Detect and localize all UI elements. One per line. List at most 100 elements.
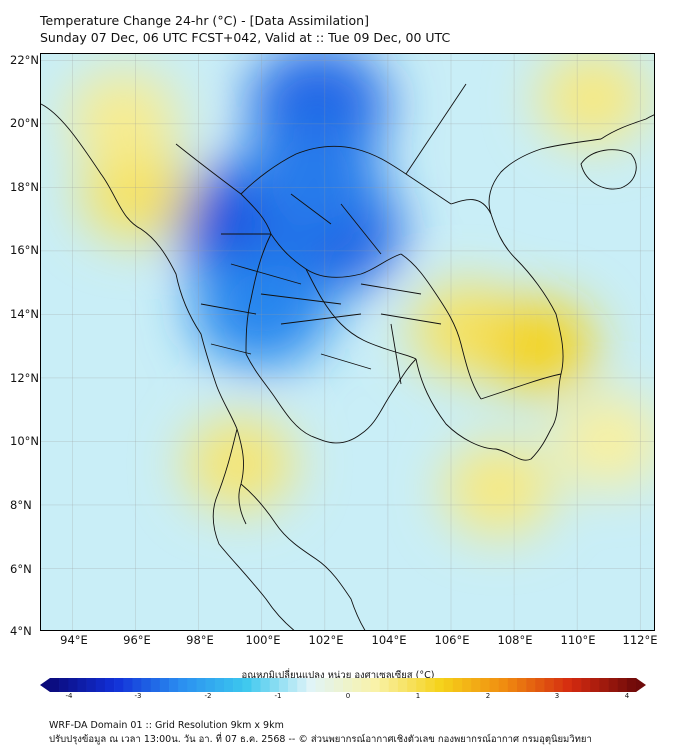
colorbar-tick: 1 [415,692,421,700]
colorbar-cell [68,678,78,692]
colorbar-cell [251,678,261,692]
colorbar-cell [507,678,518,692]
colorbar-cell [315,678,325,692]
field-anomaly [242,121,383,241]
colorbar-cell [599,678,609,692]
temperature-field [68,54,654,536]
lon-label-100: 100°E [245,633,281,647]
lat-label-10: 10°N [10,434,39,448]
colorbar-cell [498,678,509,692]
field-anomaly [443,442,554,536]
lat-label-18: 18°N [10,180,39,194]
colorbar-cell [77,678,87,692]
lat-label-8: 8°N [10,498,32,512]
colorbar-cell [516,678,527,692]
footer-line-1: WRF-DA Domain 01 :: Grid Resolution 9km … [49,720,284,731]
colorbar-tick: 3 [554,692,560,700]
lat-label-22: 22°N [10,53,39,67]
colorbar-cell [324,678,335,692]
colorbar-cell [288,678,298,692]
colorbar-cell [352,678,362,692]
colorbar-cell [95,678,106,692]
lon-label-102: 102°E [308,633,344,647]
colorbar-cell [306,678,316,692]
map-panel [40,53,655,631]
colorbar-cell [343,678,353,692]
colorbar-cell [214,678,225,692]
colorbar-tick: -4 [65,692,73,700]
colorbar-cell [205,678,216,692]
footer-line-2: ปรับปรุงข้อมูล ณ เวลา 13:00น. วัน อา. ที… [49,734,592,745]
colorbar-cell [333,678,344,692]
colorbar-cell [233,678,243,692]
colorbar-cell [617,678,628,692]
footer-credits: WRF-DA Domain 01 :: Grid Resolution 9km … [49,719,592,747]
colorbar-cell [159,678,170,692]
colorbar-cell [178,678,188,692]
colorbar-cell [581,678,591,692]
colorbar-cell [462,678,472,692]
lon-label-94: 94°E [60,633,88,647]
lon-label-108: 108°E [497,633,533,647]
title-line-2: Sunday 07 Dec, 06 UTC FCST+042, Valid at… [40,30,451,45]
colorbar-cell [562,678,573,692]
colorbar-cell [141,678,152,692]
colorbar-cell [169,678,179,692]
colorbar-cell [434,678,445,692]
colorbar-cell [223,678,234,692]
colorbar-cell [379,678,390,692]
colorbar-cell [407,678,417,692]
colorbar-cell [544,678,554,692]
colorbar-cell [425,678,435,692]
colorbar-cell [489,678,499,692]
colorbar-cell [104,678,115,692]
lat-label-6: 6°N [10,562,32,576]
colorbar-tick: -2 [204,692,212,700]
colorbar-cell [50,678,60,692]
colorbar-cell [626,678,637,692]
colorbar-extend-high [636,678,646,692]
coastlines-and-borders [41,83,654,630]
field-anomaly [537,54,648,146]
colorbar-cell [187,678,197,692]
colorbar-cell [269,678,280,692]
colorbar-extend-low [40,678,50,692]
graticule [41,54,654,630]
lat-label-4: 4°N [10,624,32,638]
colorbar-tick: -1 [274,692,282,700]
colorbar-cell [452,678,463,692]
lon-label-104: 104°E [371,633,407,647]
colorbar [40,678,646,692]
lon-label-110: 110°E [560,633,596,647]
colorbar-cell [443,678,454,692]
colorbar-cell [361,678,371,692]
colorbar-cell [416,678,426,692]
colorbar-cell [132,678,142,692]
colorbar-tick: 4 [624,692,630,700]
colorbar-cell [608,678,618,692]
lat-label-12: 12°N [10,371,39,385]
colorbar-tick: -3 [134,692,142,700]
colorbar-title: อุณหภูมิเปลี่ยนแปลง หน่วย องศาเซลเซียส (… [241,670,435,681]
colorbar-cell [571,678,582,692]
field-anomaly [484,299,595,393]
temperature-change-map [41,54,654,630]
colorbar-cell [150,678,161,692]
colorbar-tick: 2 [485,692,491,700]
colorbar-cell [590,678,600,692]
lat-label-20: 20°N [10,116,39,130]
colorbar-cell [480,678,490,692]
colorbar-cell [535,678,545,692]
field-anomaly [68,70,178,165]
colorbar-cell [471,678,481,692]
field-anomaly [184,416,295,511]
lon-label-106: 106°E [434,633,470,647]
colorbar-cell [260,678,271,692]
colorbar-tick: 0 [345,692,351,700]
colorbar-cell [388,678,399,692]
colorbar-cell [196,678,206,692]
lon-label-98: 98°E [186,633,214,647]
colorbar-cell [278,678,289,692]
colorbar-cell [297,678,307,692]
colorbar-cell [397,678,408,692]
